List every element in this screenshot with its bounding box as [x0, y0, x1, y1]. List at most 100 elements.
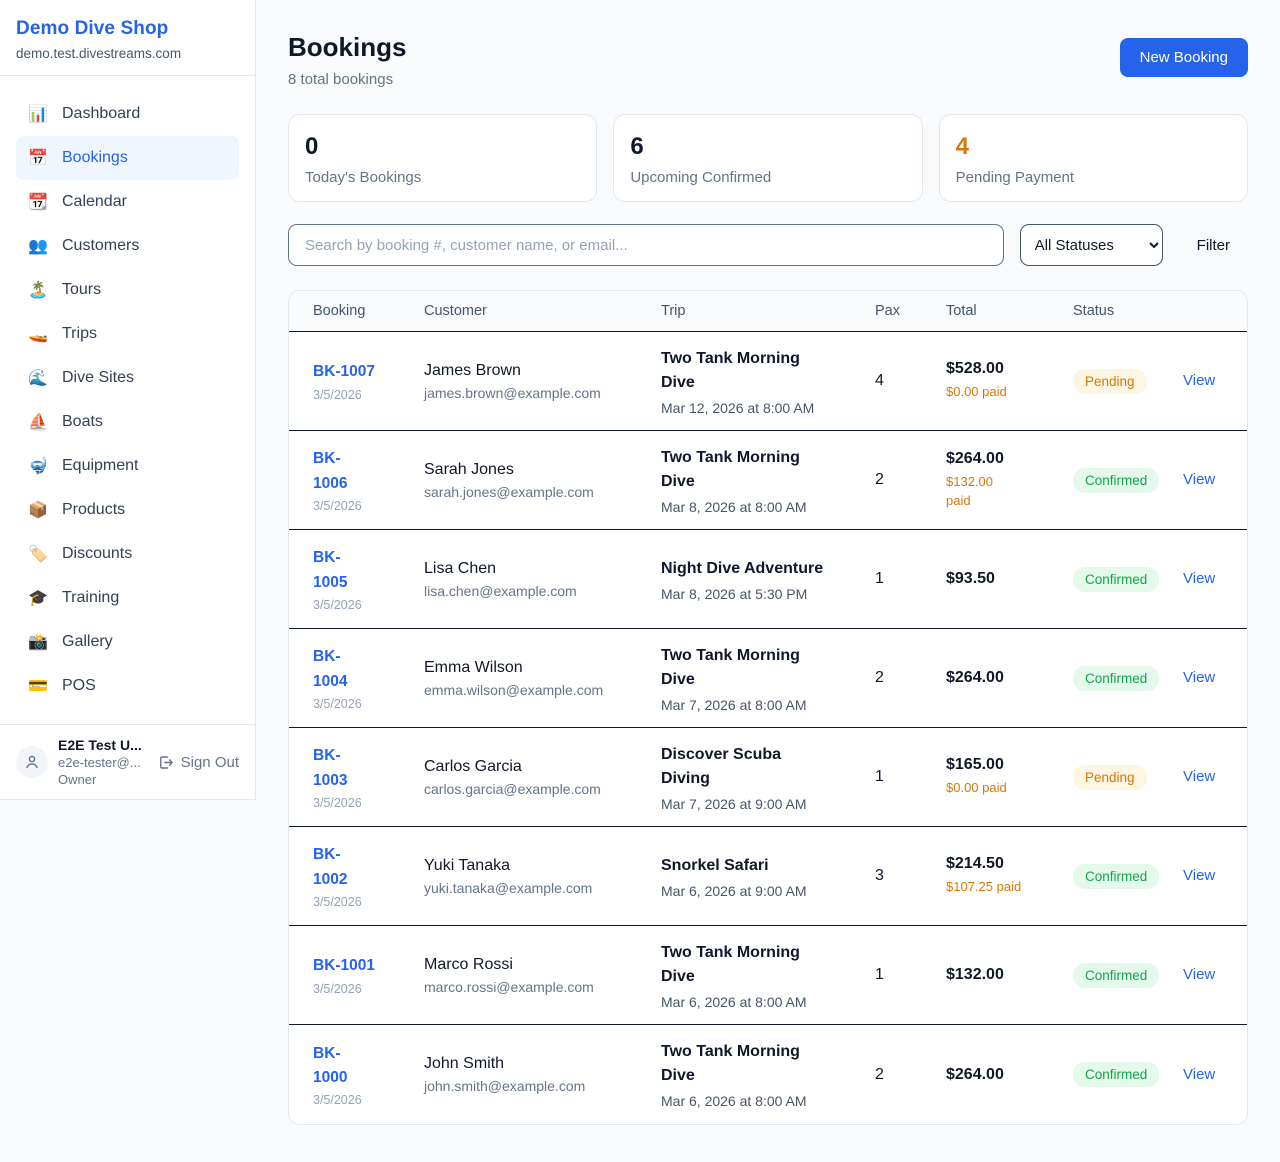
graduation-cap-icon: 🎓 [28, 590, 48, 607]
sidebar-item-boats[interactable]: ⛵ Boats [16, 400, 239, 444]
status-badge: Pending [1073, 368, 1147, 394]
view-link[interactable]: View [1183, 570, 1216, 587]
booking-date: 3/5/2026 [313, 894, 362, 909]
sidebar-item-tours[interactable]: 🏝️ Tours [16, 268, 239, 312]
column-header-trip: Trip [661, 303, 686, 319]
person-icon [26, 755, 38, 769]
customer-email: emma.wilson@example.com [424, 681, 604, 698]
stat-card: 0 Today's Bookings [288, 114, 598, 202]
calendar-icon: 📅 [28, 150, 48, 167]
brand-block: Demo Dive Shop demo.test.divestreams.com [0, 0, 255, 76]
sidebar-item-bookings[interactable]: 📅 Bookings [16, 136, 239, 180]
stat-label: Today's Bookings [305, 169, 422, 186]
sidebar-item-label: Bookings [62, 149, 128, 166]
sidebar-item-customers[interactable]: 👥 Customers [16, 224, 239, 268]
status-select[interactable]: All Statuses [1019, 224, 1163, 266]
sidebar-item-calendar[interactable]: 📆 Calendar [16, 180, 239, 224]
sidebar-item-label: Gallery [62, 633, 113, 650]
customer-email: carlos.garcia@example.com [424, 780, 601, 797]
sidebar-item-label: Customers [62, 237, 140, 254]
sidebar: Demo Dive Shop demo.test.divestreams.com… [0, 0, 256, 800]
new-booking-button[interactable]: New Booking [1119, 38, 1248, 77]
view-link[interactable]: View [1183, 471, 1216, 488]
booking-date: 3/5/2026 [313, 597, 362, 612]
view-link[interactable]: View [1183, 867, 1216, 884]
table-row: BK- 1005 3/5/2026 Lisa Chen lisa.chen@ex… [289, 530, 1247, 629]
sidebar-item-pos[interactable]: 💳 POS [16, 664, 239, 708]
booking-id-link[interactable]: BK-1007 [313, 363, 376, 381]
booking-id-link[interactable]: BK- 1002 [313, 846, 348, 888]
sidebar-item-products[interactable]: 📦 Products [16, 488, 239, 532]
bookings-table: Booking Customer Trip Pax Total Status BK-100… [288, 290, 1248, 1125]
booking-date: 3/5/2026 [313, 387, 362, 402]
amount-paid: $132.00 paid [946, 473, 993, 508]
trip-datetime: Mar 6, 2026 at 8:00 AM [661, 993, 807, 1010]
status-badge: Confirmed [1073, 1062, 1160, 1087]
trip-name: Snorkel Safari [661, 856, 769, 874]
sidebar-item-label: Dive Sites [62, 369, 135, 386]
tear-off-calendar-icon: 📆 [28, 194, 48, 211]
sidebar-item-label: Equipment [62, 457, 139, 474]
trip-datetime: Mar 6, 2026 at 9:00 AM [661, 882, 807, 899]
view-link[interactable]: View [1183, 1065, 1216, 1083]
table-row: BK- 1003 3/5/2026 Carlos Garcia carlos.g… [289, 728, 1247, 827]
booking-id-link[interactable]: BK- 1000 [313, 1044, 348, 1086]
booking-id-link[interactable]: BK-1001 [313, 957, 376, 975]
sign-out-label: Sign Out [180, 753, 239, 771]
sidebar-item-training[interactable]: 🎓 Training [16, 576, 239, 620]
customer-name: Lisa Chen [424, 559, 497, 577]
pax-count: 4 [875, 372, 884, 389]
stat-value: 6 [630, 133, 644, 160]
sidebar-item-equipment[interactable]: 🤿 Equipment [16, 444, 239, 488]
view-link[interactable]: View [1183, 669, 1216, 686]
view-link[interactable]: View [1183, 768, 1216, 785]
booking-id-link[interactable]: BK- 1006 [313, 450, 348, 492]
trip-name: Two Tank Morning Dive [661, 646, 800, 688]
sidebar-item-gallery[interactable]: 📸 Gallery [16, 620, 239, 664]
trip-name: Two Tank Morning Dive [661, 943, 800, 985]
table-row: BK-1001 3/5/2026 Marco Rossi marco.rossi… [289, 926, 1247, 1025]
sidebar-item-dive-sites[interactable]: 🌊 Dive Sites [16, 356, 239, 400]
status-badge: Confirmed [1073, 467, 1160, 493]
table-row: BK-1007 3/5/2026 James Brown james.brown… [289, 332, 1247, 431]
booking-date: 3/5/2026 [313, 981, 362, 996]
brand-name: Demo Dive Shop [16, 18, 169, 39]
page-title: Bookings [288, 32, 407, 62]
stat-label: Pending Payment [955, 169, 1075, 186]
booking-date: 3/5/2026 [313, 795, 362, 810]
amount-paid: $0.00 paid [946, 384, 1007, 400]
view-link[interactable]: View [1183, 372, 1216, 389]
search-input[interactable] [288, 224, 1004, 266]
pax-count: 2 [875, 1065, 884, 1083]
booking-id-link[interactable]: BK- 1003 [313, 747, 348, 789]
total-amount: $264.00 [946, 1065, 1004, 1083]
total-amount: $132.00 [946, 966, 1004, 983]
table-body: BK-1007 3/5/2026 James Brown james.brown… [289, 332, 1247, 1124]
total-amount: $93.50 [946, 570, 995, 587]
total-amount: $264.00 [946, 669, 1004, 686]
amount-paid: $0.00 paid [946, 780, 1007, 796]
camera-icon: 📸 [28, 634, 48, 651]
main-content: Bookings 8 total bookings New Booking 0 … [256, 0, 1280, 1125]
filter-button[interactable]: Filter [1196, 236, 1230, 254]
sidebar-item-trips[interactable]: 🚤 Trips [16, 312, 239, 356]
trip-datetime: Mar 7, 2026 at 8:00 AM [661, 696, 807, 713]
view-link[interactable]: View [1183, 966, 1216, 983]
trip-name: Two Tank Morning Dive [661, 448, 800, 490]
trip-name: Discover Scuba Diving [661, 745, 782, 787]
booking-id-link[interactable]: BK- 1005 [313, 549, 348, 591]
customer-email: john.smith@example.com [424, 1078, 586, 1094]
booking-id-link[interactable]: BK- 1004 [313, 648, 348, 690]
sign-out-button[interactable]: Sign Out [157, 754, 239, 771]
avatar [16, 746, 48, 778]
sidebar-item-dashboard[interactable]: 📊 Dashboard [16, 92, 239, 136]
stat-card: 4 Pending Payment [938, 114, 1248, 202]
island-icon: 🏝️ [28, 282, 48, 299]
booking-date: 3/5/2026 [313, 1093, 362, 1108]
customer-name: Carlos Garcia [424, 757, 522, 775]
customer-name: Emma Wilson [424, 658, 523, 676]
trip-datetime: Mar 8, 2026 at 8:00 AM [661, 498, 807, 515]
sidebar-item-discounts[interactable]: 🏷️ Discounts [16, 532, 239, 576]
customer-name: John Smith [424, 1055, 505, 1072]
pax-count: 1 [875, 570, 884, 587]
